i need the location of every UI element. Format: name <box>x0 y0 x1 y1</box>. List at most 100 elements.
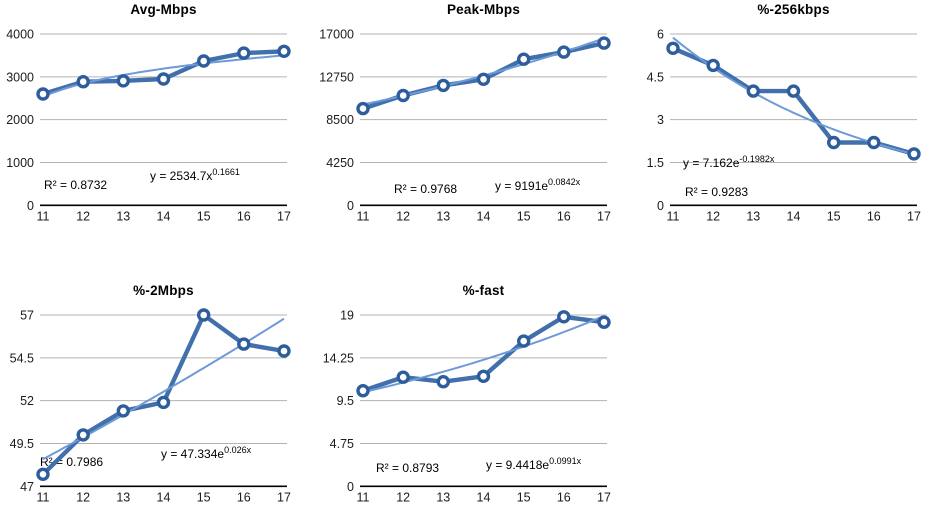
chart-pct-2mbps: 57 54.5 52 49.5 47 11 12 13 14 15 16 17 R² = 0.7986 y… <box>0 281 313 522</box>
data-point-marker <box>156 395 171 410</box>
data-point-marker <box>436 374 451 389</box>
data-point-marker <box>826 135 841 150</box>
equation-label: y = 47.334e0.026x <box>161 445 252 461</box>
data-point-marker <box>36 87 50 101</box>
data-point-marker <box>116 74 131 88</box>
data-point-marker <box>36 467 50 482</box>
x-tick-label: 15 <box>197 210 211 224</box>
x-tick-label: 13 <box>436 210 450 224</box>
x-tick-label: 16 <box>867 210 881 224</box>
r2-label: R² = 0.8793 <box>376 461 439 475</box>
y-tick-label: 0 <box>347 199 354 213</box>
data-point-marker <box>436 78 451 93</box>
x-tick-label: 15 <box>827 210 841 224</box>
chart-title-pct-256kbps: %-256kbps <box>757 2 830 17</box>
y-tick-label: 3 <box>657 113 664 127</box>
data-point-marker <box>867 135 881 150</box>
y-tick-label: 9.5 <box>337 394 354 408</box>
data-point-marker <box>476 369 491 384</box>
y-tick-label: 19 <box>340 309 354 323</box>
y-tick-label: 47 <box>20 480 34 494</box>
data-point-marker <box>557 45 571 59</box>
data-point-marker <box>597 315 611 329</box>
y-tick-label: 52 <box>20 394 34 408</box>
y-tick-label: 4.75 <box>330 437 354 451</box>
equation-label: y = 2534.7x0.1661 <box>150 167 240 183</box>
x-tick-label: 12 <box>76 210 90 224</box>
pct-fast-plot: 19 14.25 9.5 4.75 011 12 13 14 15 16 17 R² = 0.8793… <box>323 309 611 505</box>
y-tick-label: 14.25 <box>323 351 354 365</box>
x-tick-label: 15 <box>517 210 531 224</box>
y-tick-label: 49.5 <box>10 437 34 451</box>
r2-label: R² = 0.9768 <box>394 182 457 196</box>
chart-title-pct-2mbps: %-2Mbps <box>133 283 194 298</box>
x-tick-label: 11 <box>37 210 50 224</box>
x-tick-label: 17 <box>597 491 611 505</box>
x-tick-label: 17 <box>277 491 291 505</box>
x-tick-label: 12 <box>396 491 410 505</box>
chart-title-avg-mbps: Avg-Mbps <box>130 2 197 17</box>
x-tick-label: 14 <box>477 210 491 224</box>
x-tick-label: 11 <box>667 210 680 224</box>
x-tick-label: 16 <box>557 491 571 505</box>
y-tick-label: 1000 <box>6 156 34 170</box>
data-point-marker <box>356 383 370 398</box>
peak-mbps-plot: 17000 12750 8500 4250 011 12 13 14 15 16 17 R² = 0.… <box>320 28 611 224</box>
x-tick-label: 14 <box>157 491 171 505</box>
x-tick-label: 16 <box>237 210 251 224</box>
y-tick-label: 0 <box>27 199 34 213</box>
data-point-marker <box>746 84 761 98</box>
x-tick-label: 13 <box>436 491 450 505</box>
data-point-marker <box>786 84 801 98</box>
x-tick-label: 14 <box>477 491 491 505</box>
y-tick-label: 3000 <box>6 70 34 84</box>
x-tick-label: 17 <box>907 210 921 224</box>
data-point-marker <box>597 36 611 50</box>
x-tick-label: 11 <box>357 491 370 505</box>
x-tick-label: 15 <box>517 491 531 505</box>
x-tick-label: 12 <box>76 491 90 505</box>
y-tick-label: 4.5 <box>647 70 664 84</box>
data-point-marker <box>116 404 131 418</box>
chart-title-pct-fast: %-fast <box>462 283 505 298</box>
chart-pct-256kbps: 6 4.5 3 1.5 0 11 12 13 14 15 16 17 R² = 0.9283 y = 7.… <box>630 0 943 241</box>
x-tick-label: 16 <box>237 491 251 505</box>
data-point-marker <box>356 101 370 116</box>
r2-label: R² = 0.9283 <box>685 185 748 199</box>
y-tick-label: 8500 <box>326 113 354 127</box>
data-point-marker <box>156 72 171 86</box>
y-tick-label: 1.5 <box>647 156 664 170</box>
x-tick-label: 14 <box>787 210 801 224</box>
chart-pct-fast: 19 14.25 9.5 4.75 0 11 12 13 14 15 16 17 R² = 0.8793… <box>320 281 633 522</box>
chart-peak-mbps: 17000 12750 8500 4250 0 11 12 13 14 15 16 17 R² = 0.… <box>320 0 633 241</box>
y-tick-label: 0 <box>347 480 354 494</box>
data-point-marker <box>557 310 571 324</box>
x-tick-label: 11 <box>37 491 50 505</box>
x-tick-label: 17 <box>597 210 611 224</box>
x-tick-label: 16 <box>557 210 571 224</box>
x-tick-label: 11 <box>357 210 370 224</box>
x-tick-label: 14 <box>157 210 171 224</box>
x-tick-label: 15 <box>197 491 211 505</box>
data-point-marker <box>196 54 211 68</box>
r2-label: R² = 0.7986 <box>40 455 103 469</box>
data-point-marker <box>666 41 680 55</box>
data-point-marker <box>396 88 410 103</box>
data-point-marker <box>396 370 410 384</box>
y-tick-label: 17000 <box>320 28 354 42</box>
data-point-marker <box>237 46 251 60</box>
data-point-marker <box>476 72 491 87</box>
x-tick-label: 17 <box>277 210 291 224</box>
data-point-marker <box>706 58 720 73</box>
y-tick-label: 4250 <box>326 156 354 170</box>
data-point-marker <box>516 52 531 66</box>
x-tick-label: 12 <box>396 210 410 224</box>
y-tick-label: 54.5 <box>10 351 34 365</box>
chart-avg-mbps: 4000 3000 2000 1000 0 11 12 13 14 15 16 17 R² = 0.87… <box>0 0 313 241</box>
data-point-marker <box>196 308 211 322</box>
data-point-marker <box>277 44 291 58</box>
data-point-marker <box>237 337 251 351</box>
equation-label: y = 7.162e-0.1982x <box>683 154 775 170</box>
